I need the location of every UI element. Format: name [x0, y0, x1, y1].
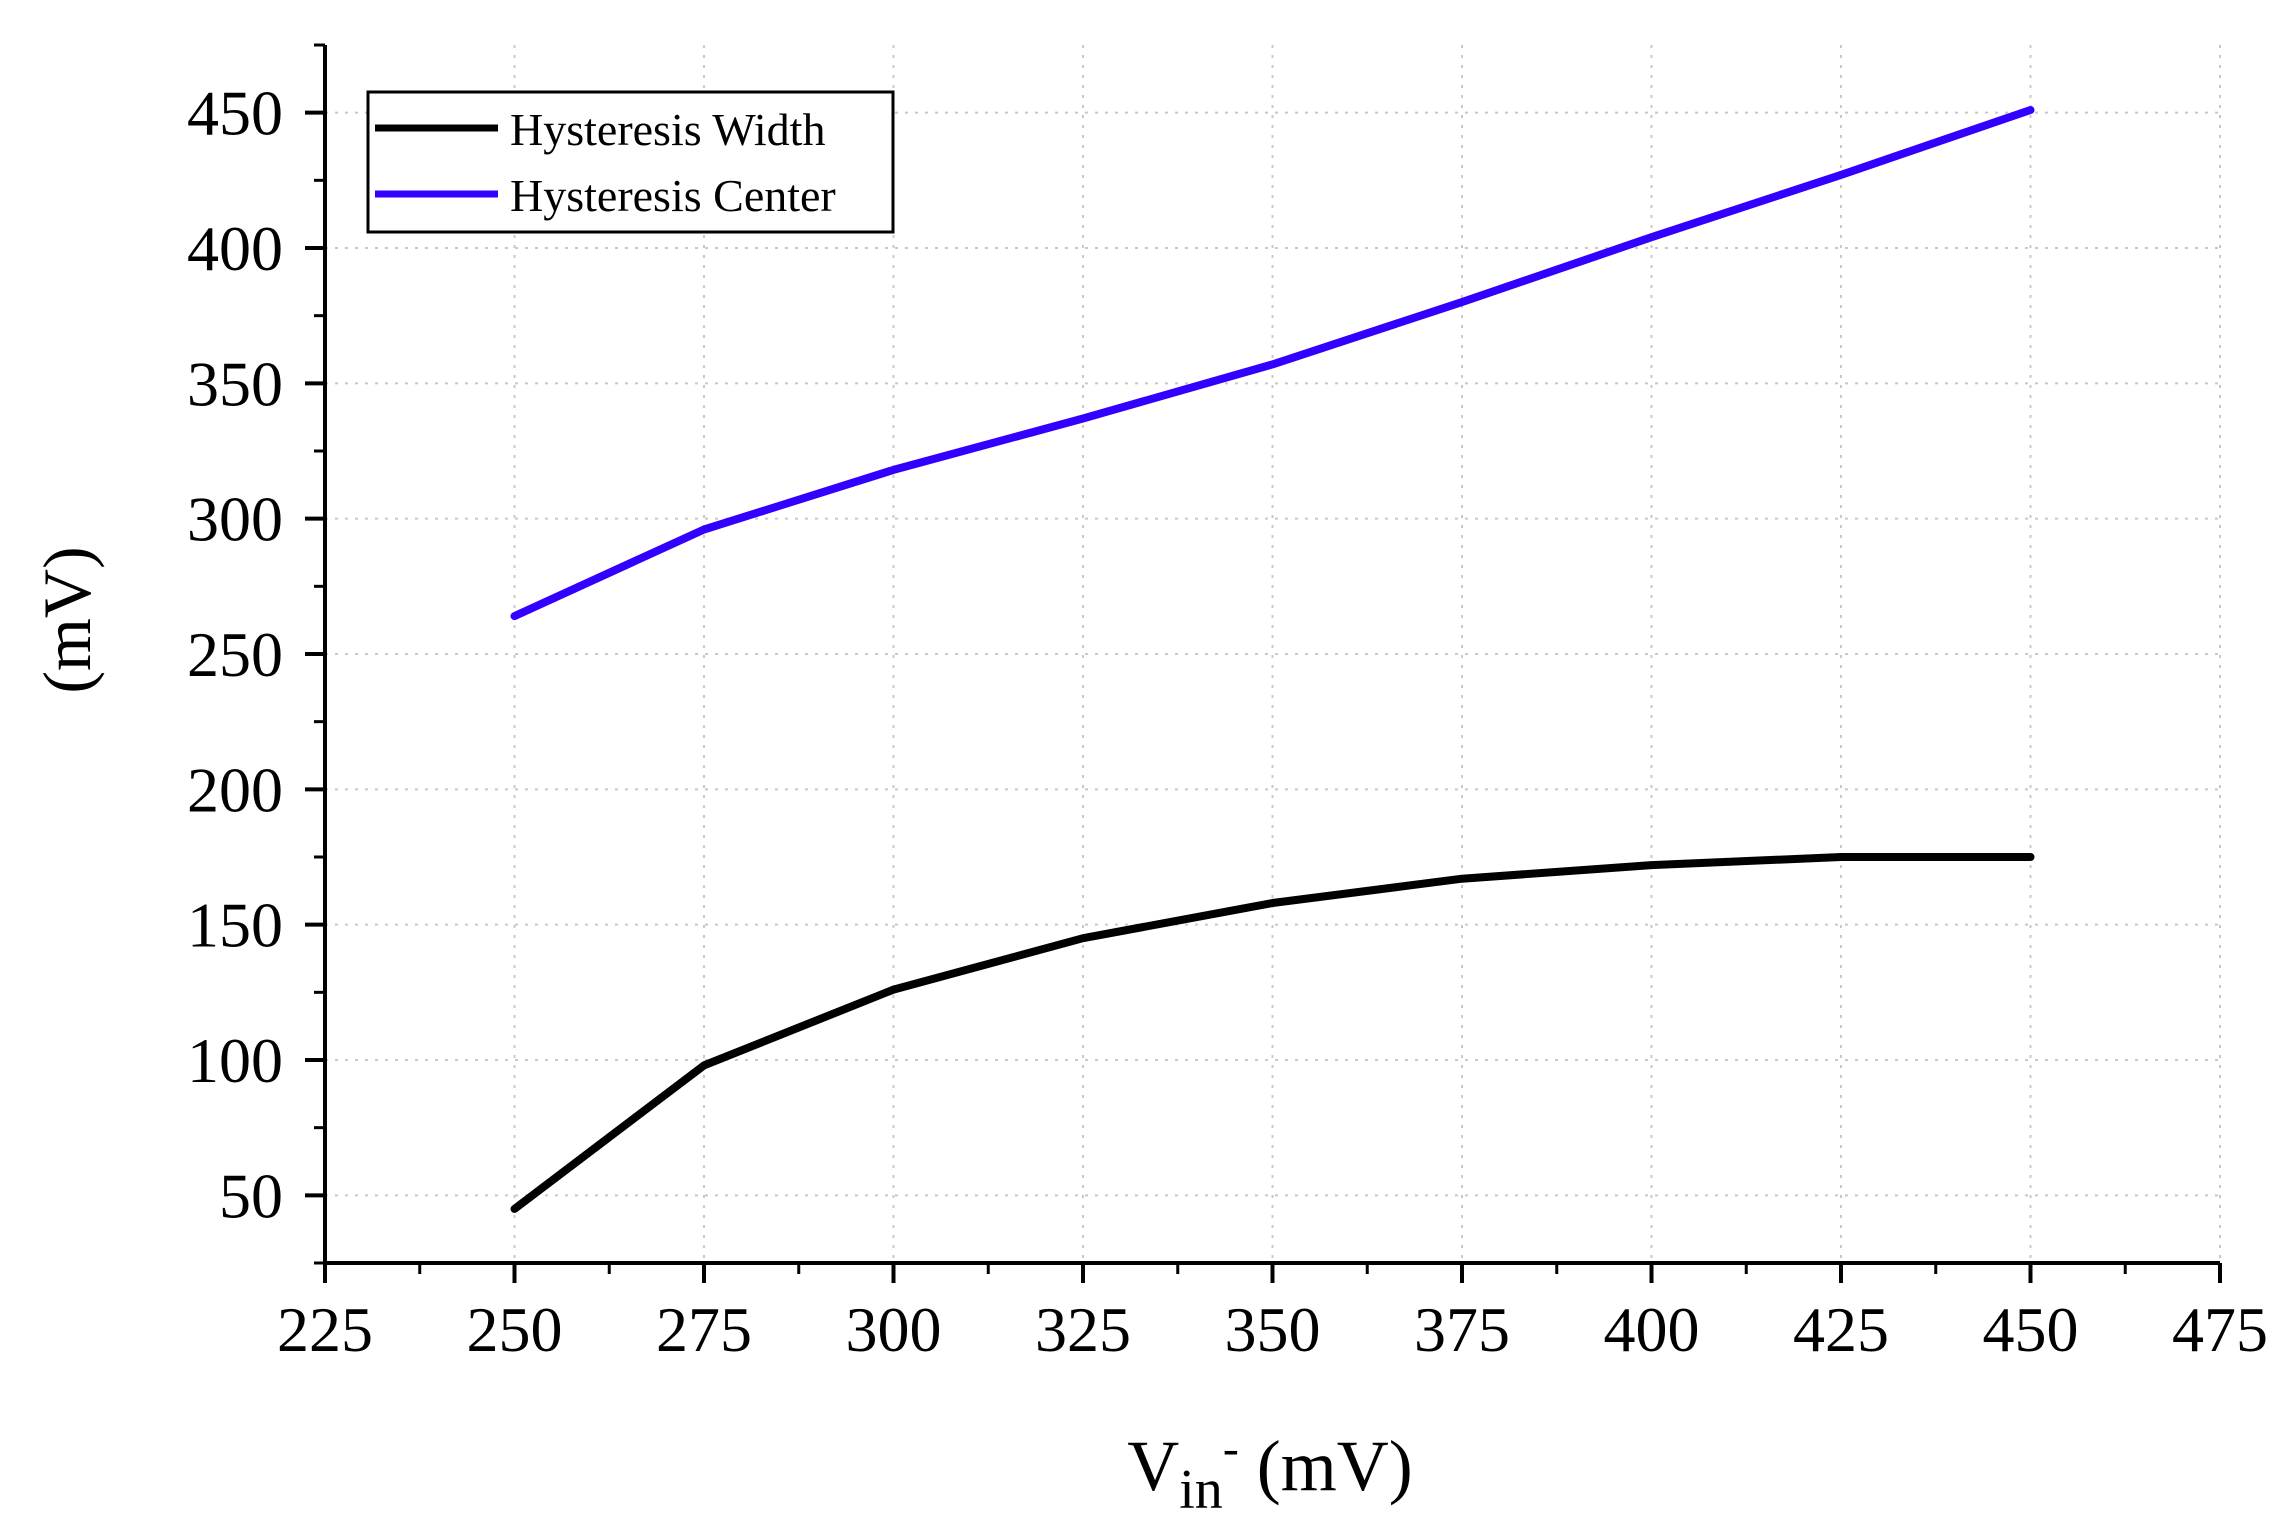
- ticks: 225 250 275 300 325 350 375 400 425 450 475 50 100 15…: [187, 43, 2268, 1365]
- series-line-hysteresis-width: [510, 853, 2035, 1213]
- x-tick-label: 350: [1225, 1294, 1321, 1365]
- x-axis-title-unit: (mV): [1239, 1426, 1413, 1506]
- y-tick-label: 200: [187, 754, 283, 825]
- y-tick-label: 250: [187, 619, 283, 690]
- legend: Hysteresis Width Hysteresis Center: [366, 90, 895, 234]
- x-tick-label: 450: [1983, 1294, 2079, 1365]
- series-line-hysteresis-center: [510, 106, 2035, 621]
- x-tick-label: 325: [1035, 1294, 1131, 1365]
- x-tick-label: 375: [1414, 1294, 1510, 1365]
- y-tick-label: 450: [187, 78, 283, 149]
- grid: [325, 45, 2221, 1263]
- legend-box: [366, 90, 895, 234]
- x-tick-label: 275: [656, 1294, 752, 1365]
- y-tick-label: 350: [187, 348, 283, 419]
- y-tick-label: 50: [219, 1160, 283, 1231]
- y-tick-label: 400: [187, 213, 283, 284]
- y-tick-label: 100: [187, 1025, 283, 1096]
- legend-label-hysteresis-width: Hysteresis Width: [510, 104, 825, 155]
- x-tick-label: 250: [467, 1294, 563, 1365]
- x-tick-label: 475: [2172, 1294, 2268, 1365]
- x-axis-title-main: V: [1127, 1426, 1179, 1506]
- x-tick-label: 425: [1793, 1294, 1889, 1365]
- x-axis-title-sup: -: [1223, 1422, 1239, 1475]
- x-tick-label: 400: [1604, 1294, 1700, 1365]
- y-tick-label: 150: [187, 890, 283, 961]
- y-axis-title: (mV): [29, 546, 105, 693]
- x-tick-label: 300: [846, 1294, 942, 1365]
- legend-label-hysteresis-center: Hysteresis Center: [510, 170, 836, 221]
- x-tick-label: 225: [277, 1294, 373, 1365]
- series-group: [510, 106, 2035, 1213]
- x-axis-title: Vin- (mV): [1127, 1422, 1413, 1521]
- y-tick-label: 300: [187, 484, 283, 555]
- x-axis-title-sub: in: [1179, 1459, 1223, 1521]
